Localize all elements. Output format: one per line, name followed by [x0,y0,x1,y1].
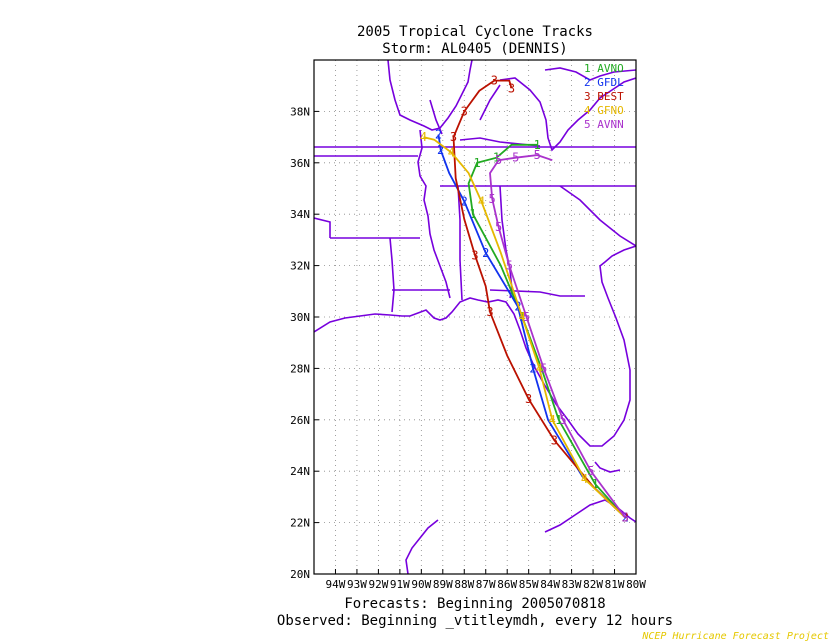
track-marker-gfdl-1: 2 [529,361,536,375]
track-marker-avnn-7: 5 [489,192,496,206]
track-marker-avno-1: 1 [555,413,562,427]
y-tick-label-7: 34N [290,208,310,221]
track-marker-avnn-3: 5 [540,361,547,375]
legend-entry-avno: 1 AVNO [584,62,624,75]
y-tick-label-3: 26N [290,414,310,427]
track-marker-gfno-1: 4 [549,413,556,427]
track-marker-gfno-4: 4 [478,194,485,208]
track-marker-gfno-6: 4 [420,130,427,144]
map-boundaries [314,60,636,574]
track-marker-avno-0: 1 [592,477,599,491]
border-al-ms [457,185,463,301]
y-tick-label-8: 36N [290,157,310,170]
x-tick-label-9: 85W [519,578,539,591]
track-marker-avnn-4: 5 [523,310,530,324]
track-marker-avnn-10: 5 [534,148,541,162]
track-marker-best-6: 3 [461,104,468,118]
y-tick-label-4: 28N [290,362,310,375]
track-marker-best-2: 3 [525,392,532,406]
x-tick-label-12: 82W [583,578,603,591]
y-tick-label-2: 24N [290,465,310,478]
credit-label: NCEP Hurricane Forecast Project [641,631,829,642]
track-line-avnn [489,154,627,519]
track-marker-best-4: 3 [471,248,478,262]
footer-observed: Observed: Beginning _vtitleymdh, every 1… [277,613,673,629]
footer-forecasts: Forecasts: Beginning 2005070818 [344,596,605,612]
legend-entry-gfdl: 2 GFDL [584,76,624,89]
track-marker-avnn-0: 5 [622,510,629,524]
x-tick-label-5: 89W [433,578,453,591]
x-tick-label-11: 83W [562,578,582,591]
track-marker-avno-3: 1 [469,207,476,221]
x-tick-label-2: 92W [368,578,388,591]
legend-entry-avnn: 5 AVNN [584,118,624,131]
border-north-west [387,60,473,131]
border-tx-ok [314,217,331,238]
track-marker-best-5: 3 [450,130,457,144]
track-marker-best-3: 3 [486,305,493,319]
x-tick-label-8: 86W [497,578,517,591]
track-marker-avnn-9: 5 [512,151,519,165]
track-marker-gfno-3: 4 [519,310,526,324]
legend-entry-best: 3 BEST [584,90,624,103]
y-tick-label-6: 32N [290,260,310,273]
axis-ticks: 94W 93W 92W 91W 90W 89W 88W 87W 86W 85W 84W 83W 82W 8… [290,105,646,591]
track-marker-avnn-1: 5 [587,464,594,478]
chart-subtitle: Storm: AL0405 (DENNIS) [382,41,567,57]
track-marker-gfno-0: 4 [581,472,588,486]
border-illinois [429,99,443,135]
x-tick-label-13: 81W [605,578,625,591]
track-line-best [452,79,626,519]
track-marker-avnn-5: 5 [506,259,513,273]
grid-lines [314,60,637,575]
track-marker-best-1: 3 [551,433,558,447]
track-marker-avno-4: 1 [474,156,481,170]
track-marker-gfdl-6: 2 [435,128,442,142]
track-marker-avnn-6: 5 [495,220,502,234]
y-tick-label-9: 38N [290,105,310,118]
track-marker-best-8: 3 [508,81,515,95]
coastline-keys [594,461,621,473]
track-marker-avnn-2: 5 [559,413,566,427]
border-lake-shore [544,67,636,81]
track-line-gfno [423,136,626,519]
x-tick-label-1: 93W [347,578,367,591]
x-tick-label-4: 90W [411,578,431,591]
y-tick-label-0: 20N [290,568,310,581]
y-tick-label-1: 22N [290,517,310,530]
track-line-gfdl [437,134,626,519]
border-ga-fl [489,289,585,297]
track-marker-avno-6: 1 [534,138,541,152]
track-marker-avnn-8: 5 [495,153,502,167]
track-marker-gfdl-5: 2 [437,143,444,157]
x-tick-label-6: 88W [454,578,474,591]
x-tick-label-10: 84W [540,578,560,591]
track-marker-gfno-2: 4 [536,361,543,375]
track-marker-avno-5: 1 [493,151,500,165]
track-marker-gfno-5: 4 [448,146,455,160]
track-line-avno [467,143,626,519]
x-tick-label-3: 91W [390,578,410,591]
chart-title: 2005 Tropical Cyclone Tracks [357,24,593,40]
track-marker-gfdl-3: 2 [482,246,489,260]
track-marker-gfdl-4: 2 [461,194,468,208]
border-mississippi [417,129,451,299]
coastline-cuba [544,499,636,533]
y-tick-label-5: 30N [290,311,310,324]
track-marker-best-7: 3 [491,74,498,88]
x-tick-label-14: 80W [626,578,646,591]
coastline-yucatan [405,519,439,574]
border-indiana [479,84,501,121]
legend-entry-gfno: 4 GFNO [584,104,624,117]
border-tx-la [389,237,395,313]
x-tick-label-0: 94W [326,578,346,591]
x-tick-label-7: 87W [476,578,496,591]
border-great-lakes [499,77,636,152]
coastline-gulf [314,245,636,447]
border-carolina [559,185,636,247]
